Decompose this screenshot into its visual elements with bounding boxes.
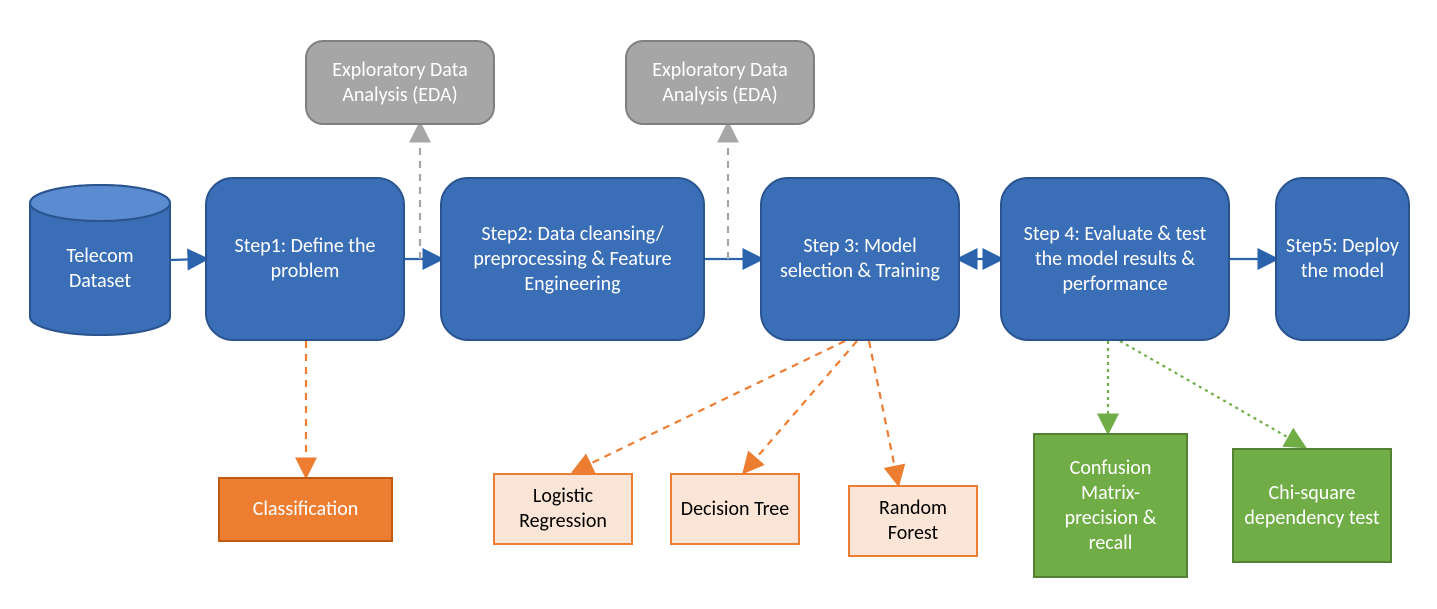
node-logreg: Logistic Regression — [493, 473, 633, 545]
node-step4: Step 4: Evaluate & test the model result… — [1000, 177, 1230, 341]
edge — [745, 341, 857, 471]
node-classif: Classification — [218, 477, 393, 542]
edge — [170, 259, 205, 260]
node-rforest: Random Forest — [848, 485, 978, 557]
node-step2: Step2: Data cleansing/ preprocessing & F… — [440, 177, 705, 341]
node-eda1: Exploratory Data Analysis (EDA) — [305, 40, 495, 125]
node-dataset: Telecom Dataset — [30, 203, 170, 335]
edge — [1120, 341, 1303, 446]
node-chisq: Chi-square dependency test — [1232, 448, 1392, 563]
edge — [869, 341, 898, 483]
node-dtree: Decision Tree — [670, 473, 800, 545]
node-step3: Step 3: Model selection & Training — [760, 177, 960, 341]
node-eda2: Exploratory Data Analysis (EDA) — [625, 40, 815, 125]
node-step1: Step1: Define the problem — [205, 177, 405, 341]
edge — [575, 341, 845, 471]
node-confmat: Confusion Matrix- precision & recall — [1033, 433, 1188, 578]
node-step5: Step5: Deploy the model — [1275, 177, 1410, 341]
